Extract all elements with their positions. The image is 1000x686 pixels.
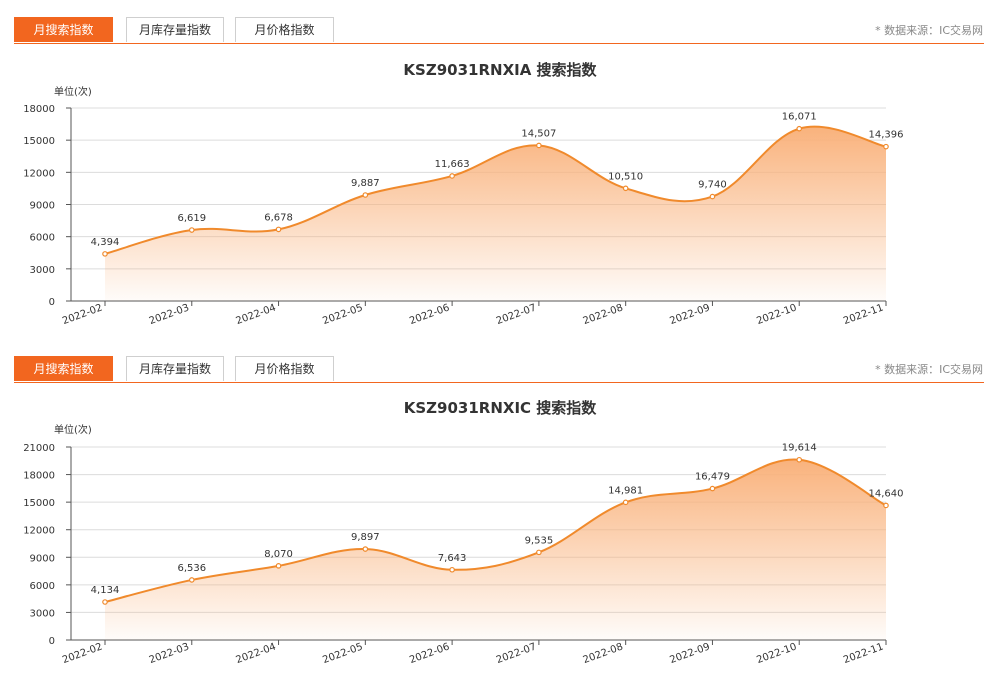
data-point[interactable]	[275, 226, 282, 233]
x-tick-label: 2022-07	[495, 641, 538, 666]
x-tick-label: 2022-08	[582, 641, 625, 666]
series-line	[104, 125, 887, 255]
y-tick-label: 15000	[23, 136, 55, 147]
x-tick-label: 2022-04	[235, 302, 278, 327]
x-tick-label: 2022-05	[321, 641, 364, 666]
data-label: 6,678	[264, 212, 293, 223]
tab-monthly-search-index[interactable]: 月搜索指数	[14, 17, 113, 42]
data-label: 4,134	[91, 585, 120, 596]
x-tick-label: 2022-03	[148, 302, 191, 327]
y-tick-label: 0	[49, 636, 55, 647]
chart-panel-2: 月搜索指数 月库存量指数 月价格指数 * 数据来源：IC交易网	[0, 356, 1000, 686]
data-label: 4,394	[91, 237, 120, 248]
x-tick-label: 2022-06	[408, 302, 451, 327]
data-point[interactable]	[709, 485, 716, 492]
x-tick-label: 2022-11	[842, 641, 885, 666]
chart-title: KSZ9031RNXIC 搜索指数	[404, 399, 598, 417]
x-tick-label: 2022-11	[842, 302, 885, 327]
data-point[interactable]	[449, 566, 455, 573]
tab-bar: 月搜索指数 月库存量指数 月价格指数	[14, 356, 984, 383]
series-line	[104, 458, 887, 603]
data-label: 9,897	[351, 532, 380, 543]
x-tick-label: 2022-08	[582, 302, 625, 327]
data-point[interactable]	[449, 173, 455, 179]
tab-monthly-stock-index[interactable]: 月库存量指数	[126, 17, 224, 42]
data-label: 8,070	[264, 549, 293, 560]
y-unit-label: 单位(次)	[54, 423, 92, 436]
tab-bar: 月搜索指数 月库存量指数 月价格指数	[14, 17, 984, 44]
data-point[interactable]	[188, 577, 195, 583]
y-tick-label: 3000	[30, 265, 55, 276]
x-tick-label: 2022-09	[668, 641, 711, 666]
x-tick-label: 2022-05	[321, 302, 364, 327]
series-area	[105, 126, 886, 301]
x-tick-label: 2022-02	[61, 641, 104, 666]
x-tick-label: 2022-02	[61, 302, 104, 327]
data-point[interactable]	[102, 599, 108, 605]
data-point[interactable]	[188, 227, 195, 233]
x-tick-label: 2022-04	[235, 641, 278, 666]
y-tick-label: 18000	[23, 471, 55, 482]
data-point[interactable]	[275, 563, 282, 569]
data-label: 16,479	[695, 472, 730, 483]
data-point[interactable]	[622, 499, 629, 506]
y-tick-label: 6000	[30, 233, 55, 244]
tab-monthly-price-index[interactable]: 月价格指数	[235, 17, 334, 42]
y-tick-label: 12000	[23, 168, 55, 179]
y-tick-label: 18000	[23, 104, 55, 115]
data-point[interactable]	[796, 125, 803, 132]
data-label: 16,071	[782, 112, 817, 123]
data-label: 14,981	[608, 485, 643, 496]
series-area	[105, 459, 886, 640]
y-tick-label: 3000	[30, 608, 55, 619]
data-label: 9,887	[351, 178, 380, 189]
data-label: 14,640	[869, 488, 904, 499]
data-label: 14,507	[521, 128, 556, 139]
data-label: 19,614	[782, 443, 817, 454]
data-label: 6,619	[177, 213, 206, 224]
data-label: 11,663	[435, 159, 470, 170]
data-point[interactable]	[883, 143, 889, 150]
data-label: 7,643	[438, 553, 467, 564]
x-tick-label: 2022-03	[148, 641, 191, 666]
data-point[interactable]	[536, 549, 542, 556]
y-tick-label: 9000	[30, 553, 55, 564]
data-label: 9,535	[525, 535, 554, 546]
data-label: 14,396	[869, 130, 904, 141]
chart-title: KSZ9031RNXIA 搜索指数	[403, 61, 597, 79]
y-tick-label: 9000	[30, 201, 55, 212]
data-point[interactable]	[536, 142, 542, 149]
data-label: 9,740	[698, 180, 727, 191]
tab-monthly-stock-index[interactable]: 月库存量指数	[126, 356, 224, 381]
x-tick-label: 2022-10	[755, 641, 798, 666]
y-tick-label: 21000	[23, 443, 55, 454]
data-point[interactable]	[362, 546, 369, 552]
data-source-note: * 数据来源：IC交易网	[875, 24, 983, 37]
x-tick-label: 2022-06	[408, 641, 451, 666]
y-tick-label: 6000	[30, 581, 55, 592]
data-source-note: * 数据来源：IC交易网	[875, 363, 983, 376]
data-label: 10,510	[608, 171, 643, 182]
x-tick-label: 2022-09	[668, 302, 711, 327]
x-tick-label: 2022-10	[755, 302, 798, 327]
data-point[interactable]	[362, 192, 369, 198]
tab-monthly-search-index[interactable]: 月搜索指数	[14, 356, 113, 381]
y-tick-label: 12000	[23, 526, 55, 537]
data-point[interactable]	[883, 502, 889, 509]
data-point[interactable]	[709, 193, 716, 200]
data-point[interactable]	[622, 185, 629, 192]
data-label: 6,536	[177, 563, 206, 574]
chart-panel-1: 月搜索指数 月库存量指数 月价格指数 * 数据来源：IC交易网	[0, 17, 1000, 347]
tab-monthly-price-index[interactable]: 月价格指数	[235, 356, 334, 381]
y-tick-label: 15000	[23, 498, 55, 509]
data-point[interactable]	[102, 251, 108, 257]
y-unit-label: 单位(次)	[54, 85, 92, 98]
data-point[interactable]	[796, 456, 803, 463]
x-tick-label: 2022-07	[495, 302, 538, 327]
y-tick-label: 0	[49, 297, 55, 308]
